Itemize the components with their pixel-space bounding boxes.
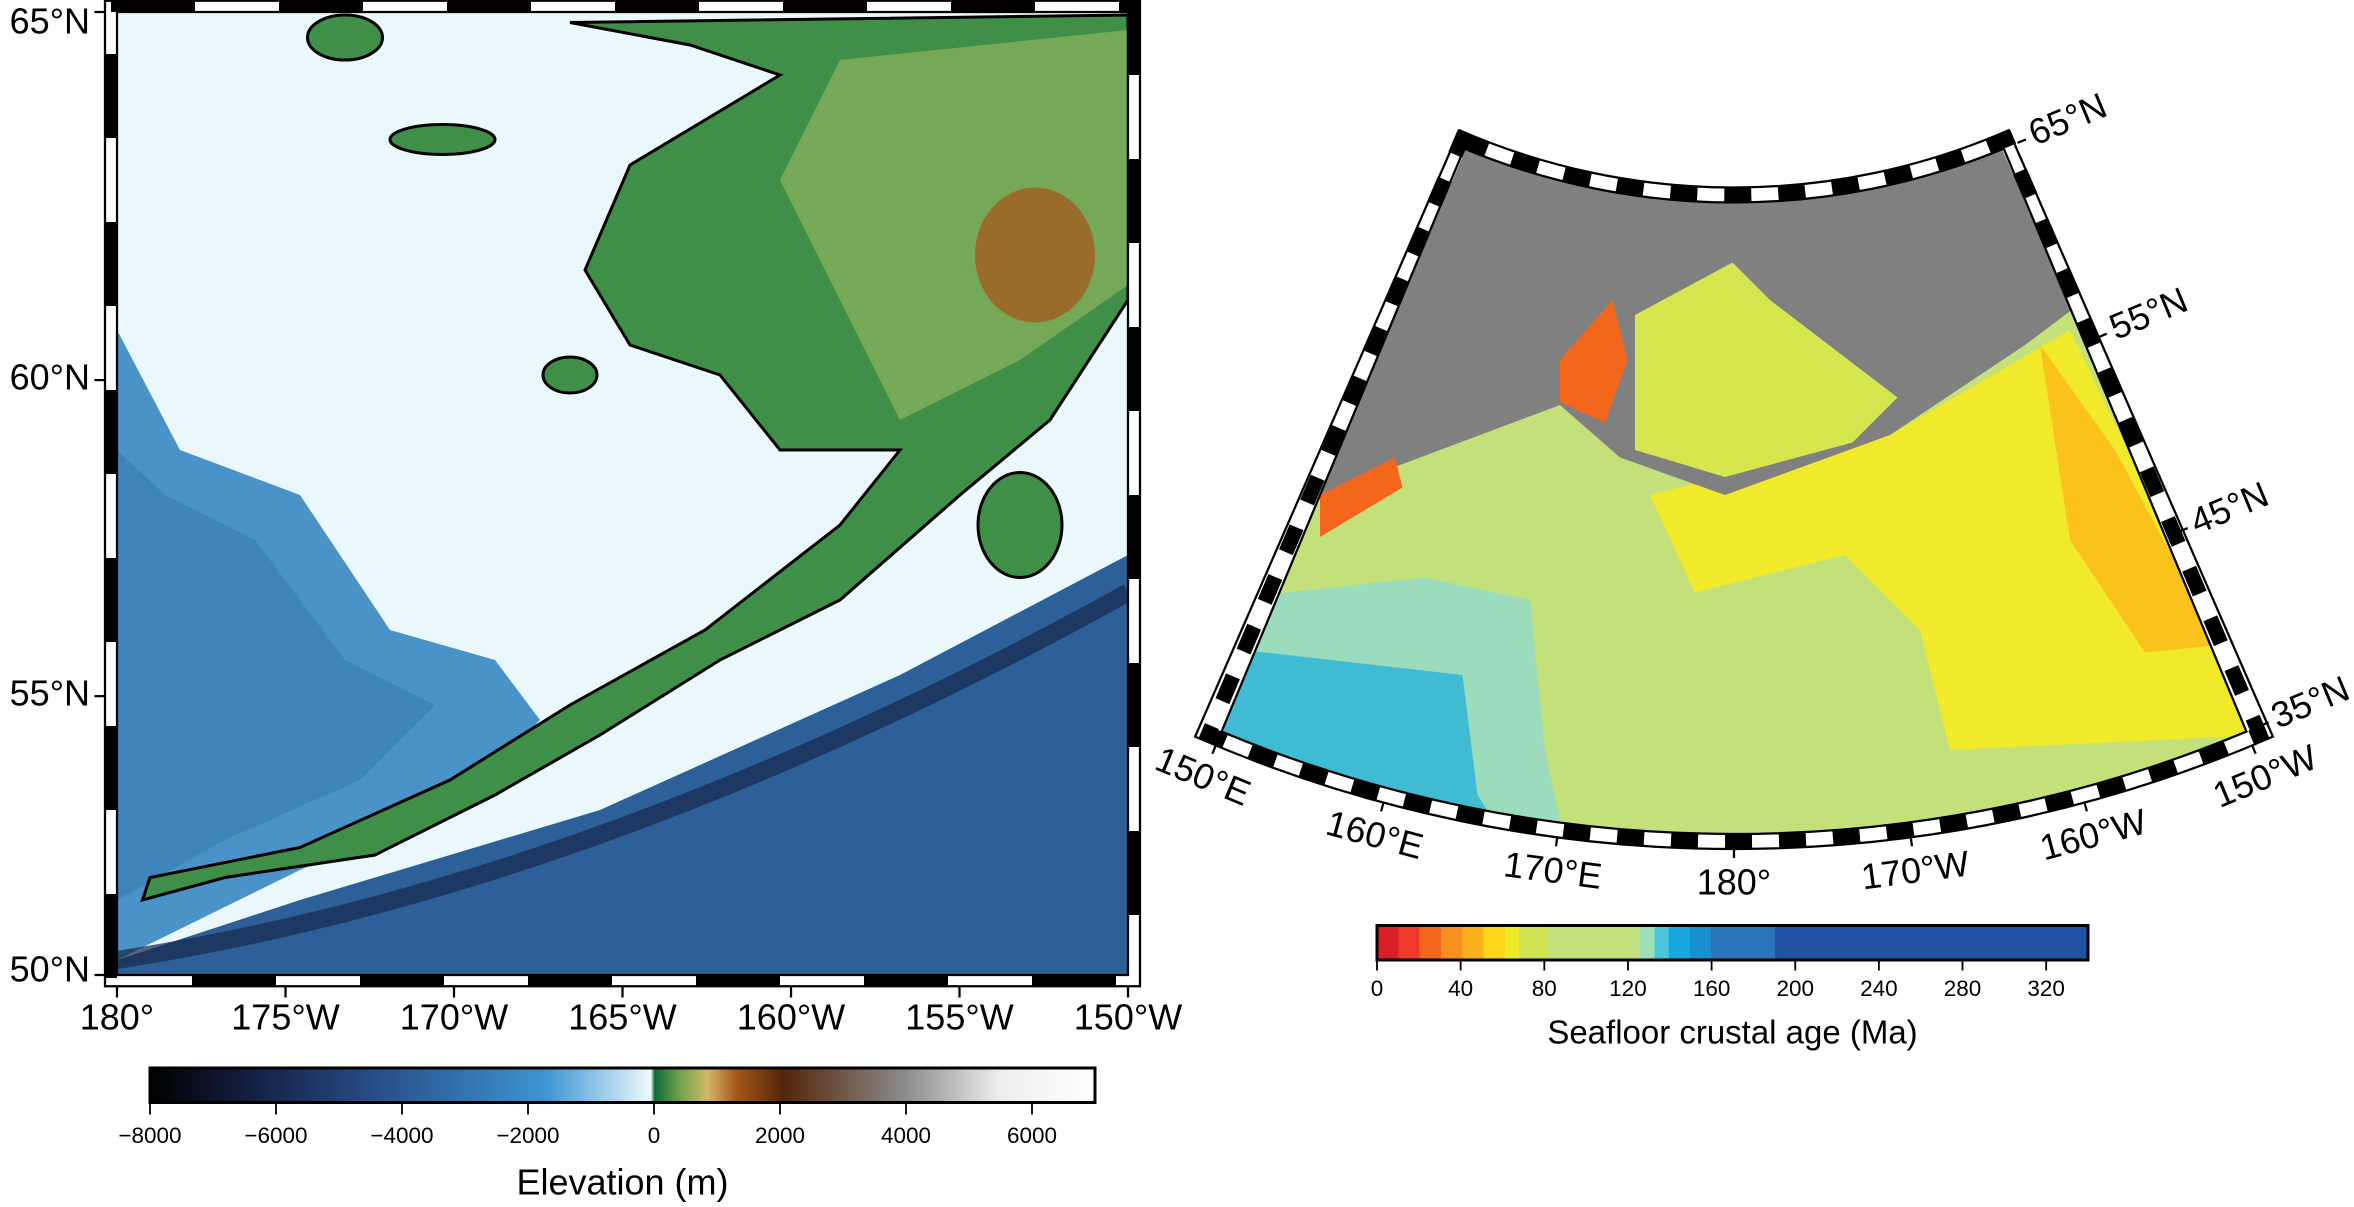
- island: [306, 13, 385, 62]
- colorbar-tick-label: 200: [1776, 976, 1814, 1001]
- elevation-map: [117, 11, 1129, 975]
- age-patch: [1320, 457, 1403, 537]
- lon-label: 160°W: [737, 996, 845, 1037]
- lon-label: 180°: [80, 996, 154, 1037]
- lon-label: 160°E: [1322, 802, 1428, 867]
- lon-tick: [1554, 837, 1559, 847]
- lon-label: 150°W: [1074, 996, 1182, 1037]
- lat-label: 60°N: [10, 357, 90, 398]
- elevation-colorbar: [148, 1066, 1097, 1104]
- lat-tick: [2098, 332, 2108, 339]
- colorbar-tick-label: 6000: [1007, 1123, 1057, 1148]
- lat-label: 65°N: [2022, 84, 2112, 153]
- lon-tick: [1380, 802, 1385, 812]
- colorbar-tick-label: −8000: [118, 1123, 181, 1148]
- age-patch: [1560, 299, 1628, 423]
- island: [541, 355, 599, 395]
- highland: [780, 29, 1129, 420]
- lon-tick: [2251, 745, 2257, 755]
- frame-checker: [1198, 129, 2270, 850]
- colorbar-tick-label: 80: [1532, 976, 1557, 1001]
- colorbar-tick-label: 280: [1944, 976, 1982, 1001]
- colorbar-tick-label: −6000: [244, 1123, 307, 1148]
- colorbar-tick-label: 40: [1448, 976, 1473, 1001]
- lon-tick: [1909, 837, 1914, 847]
- lon-tick: [2083, 802, 2088, 812]
- lon-label: 165°W: [568, 996, 676, 1037]
- colorbar-tick-label: 2000: [755, 1123, 805, 1148]
- lat-tick: [2017, 138, 2027, 144]
- colorbar-tick-label: 0: [648, 1123, 661, 1148]
- lon-label: 170°W: [1859, 843, 1972, 898]
- lat-label: 55°N: [2103, 279, 2193, 348]
- colorbar-tick-label: −4000: [370, 1123, 433, 1148]
- frame-checker: [105, 0, 1141, 987]
- age-patch: [1635, 262, 1898, 477]
- mountains: [975, 187, 1096, 323]
- colorbar-tick-label: 160: [1693, 976, 1731, 1001]
- colorbar-tick-label: 320: [2027, 976, 2065, 1001]
- colorbar-tick-label: 0: [1371, 976, 1384, 1001]
- colorbar-label: Elevation (m): [517, 1161, 729, 1202]
- lat-tick: [2178, 527, 2189, 533]
- island: [388, 122, 497, 156]
- lat-label: 65°N: [10, 0, 90, 41]
- lon-tick: [1211, 745, 1217, 755]
- age-colorbar: [1375, 923, 2090, 962]
- colorbar-tick-label: 120: [1609, 976, 1647, 1001]
- lon-label: 175°W: [231, 996, 339, 1037]
- age-map: [1221, 148, 2247, 834]
- frame: [115, 10, 1130, 977]
- lat-label: 45°N: [2184, 473, 2274, 542]
- lon-label: 170°W: [400, 996, 508, 1037]
- age-patch: [2039, 344, 2220, 653]
- colorbar-tick-label: −2000: [496, 1123, 559, 1148]
- island: [976, 470, 1064, 579]
- pacific: [117, 554, 1129, 975]
- lon-label: 155°W: [905, 996, 1013, 1037]
- colorbar-label: Seafloor crustal age (Ma): [1547, 1014, 1917, 1051]
- lat-label: 50°N: [10, 948, 90, 989]
- colorbar-tick-label: 4000: [881, 1123, 931, 1148]
- lat-label: 35°N: [2265, 667, 2354, 736]
- lat-label: 55°N: [10, 673, 90, 714]
- frame: [103, 0, 1142, 988]
- frame: [1193, 128, 2275, 851]
- lon-label: 180°: [1697, 861, 1771, 902]
- lon-label: 170°E: [1501, 843, 1604, 897]
- age-patch: [1650, 329, 2247, 750]
- lat-tick: [2259, 721, 2270, 727]
- colorbar-tick-label: 240: [1860, 976, 1898, 1001]
- trench: [117, 584, 1129, 969]
- deep-basin: [117, 449, 436, 900]
